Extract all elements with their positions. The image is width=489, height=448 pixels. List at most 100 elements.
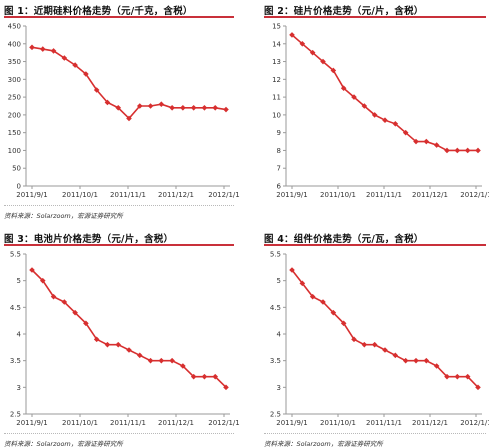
data-point-marker xyxy=(158,101,165,108)
y-tick-label: 350 xyxy=(8,58,21,66)
y-tick-label: 3.5 xyxy=(270,357,281,365)
chart-panel-cell: 图 3：电池片价格走势（元/片，含税） 2.5 3 3.5 4 4.5 5 5.5 2011/… xyxy=(4,228,240,448)
x-tick-label: 2011/12/1 xyxy=(412,191,448,199)
y-tick-label: 4 xyxy=(277,331,282,339)
data-point-marker xyxy=(402,129,409,136)
data-point-marker xyxy=(83,71,89,77)
data-point-marker xyxy=(147,357,154,364)
data-point-marker xyxy=(115,104,122,111)
data-point-marker xyxy=(475,384,481,391)
y-tick-label: 12 xyxy=(272,76,281,84)
x-tick-label: 2011/10/1 xyxy=(62,191,98,199)
data-point-marker xyxy=(320,58,326,65)
data-point-marker xyxy=(115,341,122,348)
title-underline xyxy=(264,16,486,18)
x-tick-label: 2011/12/1 xyxy=(412,419,448,427)
y-tick-label: 14 xyxy=(272,40,281,48)
data-point-marker xyxy=(180,363,186,369)
data-point-marker xyxy=(169,357,175,364)
x-tick-label: 2011/12/1 xyxy=(158,419,194,427)
data-point-marker xyxy=(454,373,461,380)
y-tick-label: 4 xyxy=(17,331,22,339)
data-point-marker xyxy=(104,99,111,106)
chart-panel-wafer: 图 2：硅片价格走势（元/片，含税） 6 7 8 9 10 11 12 13 14 15 2011/… xyxy=(264,0,489,210)
y-tick-label: 2.5 xyxy=(10,411,21,419)
x-tick-label: 2011/10/1 xyxy=(62,419,98,427)
data-point-marker xyxy=(201,104,208,111)
data-point-marker xyxy=(289,32,295,38)
data-point-marker xyxy=(223,106,229,113)
data-point-marker xyxy=(382,347,388,353)
data-point-marker xyxy=(464,147,471,154)
y-tick-label: 9 xyxy=(277,129,281,137)
y-tick-label: 4.5 xyxy=(10,304,21,312)
series-line xyxy=(291,269,479,388)
title-underline xyxy=(264,244,486,246)
data-point-marker xyxy=(382,117,388,124)
data-point-marker xyxy=(39,46,46,52)
data-point-marker xyxy=(169,104,175,111)
data-point-marker xyxy=(180,104,186,111)
data-point-marker xyxy=(402,357,409,364)
series-line xyxy=(291,34,478,152)
y-tick-label: 7 xyxy=(277,165,281,173)
data-point-marker xyxy=(136,103,143,109)
y-tick-label: 2.5 xyxy=(270,411,281,419)
x-tick-label: 2012/1/1 xyxy=(460,191,489,199)
chart-panel-module: 图 4：组件价格走势（元/瓦，含税） 2.5 3 3.5 4 4.5 5 5.5 2011/9… xyxy=(264,228,489,448)
y-tick-label: 300 xyxy=(8,76,21,84)
chart-polysilicon: 0 50 100 150 200 250 300 350 400 450 2011/9/1 2011/… xyxy=(8,23,240,200)
data-point-marker xyxy=(351,94,357,100)
data-point-marker xyxy=(104,341,111,348)
data-point-marker xyxy=(423,138,430,145)
data-point-marker xyxy=(444,373,450,380)
data-point-marker xyxy=(444,147,450,154)
y-tick-label: 5 xyxy=(277,277,281,285)
data-point-marker xyxy=(454,147,461,154)
y-tick-label: 0 xyxy=(17,183,21,191)
y-tick-label: 6 xyxy=(277,183,282,191)
x-tick-label: 2011/11/1 xyxy=(110,191,146,199)
data-point-marker xyxy=(50,48,57,54)
chart-panel-polysilicon: 图 1：近期硅料价格走势（元/千克，含税） 0 50 100 150 200 250 300… xyxy=(4,0,240,220)
chart-title: 图 4：组件价格走势（元/瓦，含税） xyxy=(264,234,424,245)
data-point-marker xyxy=(392,120,399,127)
data-point-marker xyxy=(392,352,399,359)
title-underline xyxy=(4,244,234,246)
x-tick-label: 2011/9/1 xyxy=(276,191,307,199)
x-tick-label: 2011/11/1 xyxy=(110,419,146,427)
data-point-marker xyxy=(147,103,154,109)
data-point-marker xyxy=(201,373,208,380)
data-point-marker xyxy=(433,363,440,369)
y-tick-label: 400 xyxy=(8,40,21,48)
data-point-marker xyxy=(190,104,197,111)
data-point-marker xyxy=(413,357,419,364)
source-divider xyxy=(4,205,234,206)
data-point-marker xyxy=(361,341,368,348)
x-tick-label: 2011/10/1 xyxy=(320,191,356,199)
y-tick-label: 200 xyxy=(8,111,21,119)
y-tick-label: 5 xyxy=(17,277,21,285)
series-line xyxy=(31,46,227,120)
y-tick-label: 3 xyxy=(17,384,21,392)
x-tick-label: 2012/1/1 xyxy=(208,191,239,199)
data-point-marker xyxy=(371,341,378,348)
chart-title: 图 1：近期硅料价格走势（元/千克，含税） xyxy=(4,6,193,17)
y-tick-label: 250 xyxy=(8,94,21,102)
data-point-marker xyxy=(423,357,430,364)
y-tick-label: 100 xyxy=(8,147,21,155)
x-tick-label: 2011/12/1 xyxy=(158,191,194,199)
series-line xyxy=(31,269,227,388)
data-point-marker xyxy=(93,87,100,93)
x-tick-label: 2011/9/1 xyxy=(16,419,47,427)
data-point-marker xyxy=(29,44,35,51)
data-point-marker xyxy=(61,299,68,305)
x-tick-label: 2011/11/1 xyxy=(366,191,402,199)
y-tick-label: 450 xyxy=(8,23,21,31)
source-note: 资料来源：Solarzoom，宏源证券研究所 xyxy=(4,212,123,220)
y-tick-label: 11 xyxy=(272,94,281,102)
x-tick-label: 2011/11/1 xyxy=(366,419,402,427)
source-note: 资料来源：Solarzoom，宏源证券研究所 xyxy=(264,440,383,448)
y-tick-label: 3 xyxy=(277,384,281,392)
title-underline xyxy=(4,16,234,18)
